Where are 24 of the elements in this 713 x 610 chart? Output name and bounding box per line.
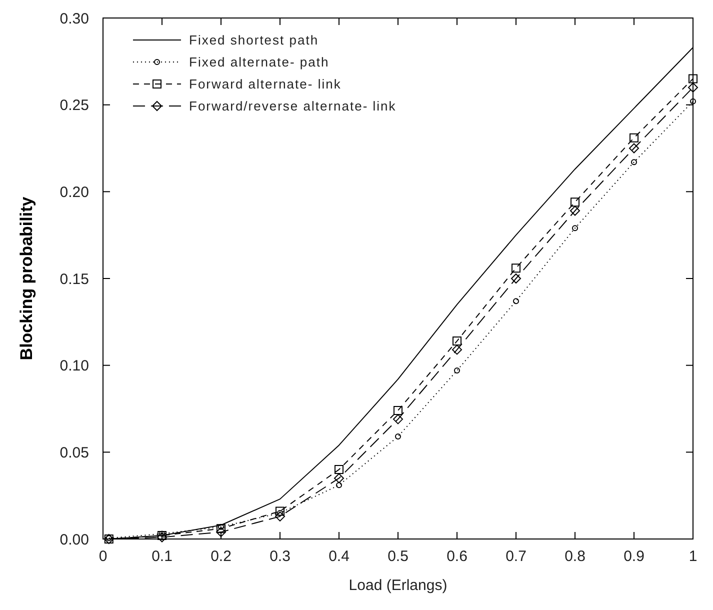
x-tick-label: 0.5: [388, 548, 408, 565]
legend-label: Fixed shortest path: [189, 32, 319, 48]
y-tick-label: 0.05: [60, 444, 89, 462]
y-tick-label: 0.00: [60, 531, 89, 548]
y-tick-label: 0.25: [60, 97, 89, 114]
x-tick-label: 0.1: [152, 548, 172, 565]
legend-label: Forward alternate- link: [189, 76, 342, 92]
y-tick-label: 0.20: [60, 184, 89, 201]
x-tick-label: 1: [688, 548, 698, 565]
y-axis-title: Blocking probability: [17, 196, 36, 360]
y-tick-label: 0.10: [60, 358, 89, 375]
y-tick-label: 0.15: [60, 270, 89, 288]
legend-label: Fixed alternate- path: [189, 54, 330, 70]
x-tick-label: 0.3: [270, 548, 290, 565]
x-tick-label: 0.2: [210, 548, 232, 565]
x-tick-label: 0.4: [328, 548, 350, 565]
x-tick-label: 0.9: [624, 548, 644, 565]
x-tick-label: 0.6: [446, 548, 468, 565]
x-tick-label: 0.8: [564, 548, 586, 565]
legend-label: Forward/reverse alternate- link: [189, 98, 396, 114]
x-axis-title: Load (Erlangs): [348, 577, 448, 594]
x-tick-label: 0: [98, 548, 108, 565]
x-tick-label: 0.7: [506, 548, 526, 565]
y-tick-label: 0.30: [60, 10, 89, 28]
